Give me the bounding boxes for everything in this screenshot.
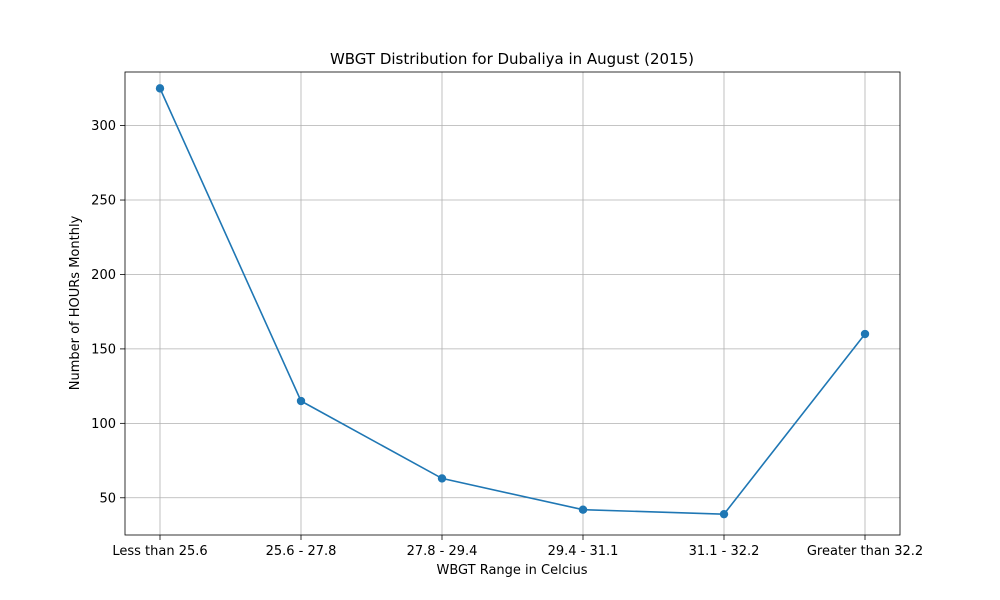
series-line: [159, 88, 866, 515]
x-axis-label: WBGT Range in Celcius: [436, 563, 587, 578]
data-point: [719, 509, 729, 519]
series-layer: [155, 84, 870, 519]
x-tick-label: Less than 25.6: [112, 544, 207, 559]
y-tick-label: 200: [91, 268, 116, 283]
x-tick-label: Greater than 32.2: [807, 544, 923, 559]
data-point: [437, 474, 447, 483]
x-tick-label: 25.6 - 27.8: [266, 544, 337, 559]
y-tick-label: 150: [91, 342, 116, 357]
x-tick-label: 27.8 - 29.4: [407, 544, 478, 559]
plot-frame: [124, 71, 901, 536]
x-tick-label: 31.1 - 32.2: [689, 544, 760, 559]
chart-title: WBGT Distribution for Dubaliya in August…: [330, 50, 694, 68]
axis-ticks: Less than 25.6 25.6 - 27.8 27.8 - 29.4 29.4…: [91, 119, 923, 559]
data-point: [296, 396, 306, 406]
data-point: [155, 84, 165, 93]
data-point: [860, 329, 870, 339]
y-tick-label: 50: [99, 491, 116, 506]
y-axis-label: Number of HOURs Monthly: [68, 215, 83, 390]
y-tick-label: 250: [91, 194, 116, 209]
y-tick-label: 300: [91, 119, 116, 134]
x-tick-label: 29.4 - 31.1: [548, 544, 619, 559]
grid: [125, 72, 900, 535]
y-tick-label: 100: [91, 417, 116, 432]
plot-background: [125, 72, 900, 535]
data-point: [578, 505, 588, 514]
